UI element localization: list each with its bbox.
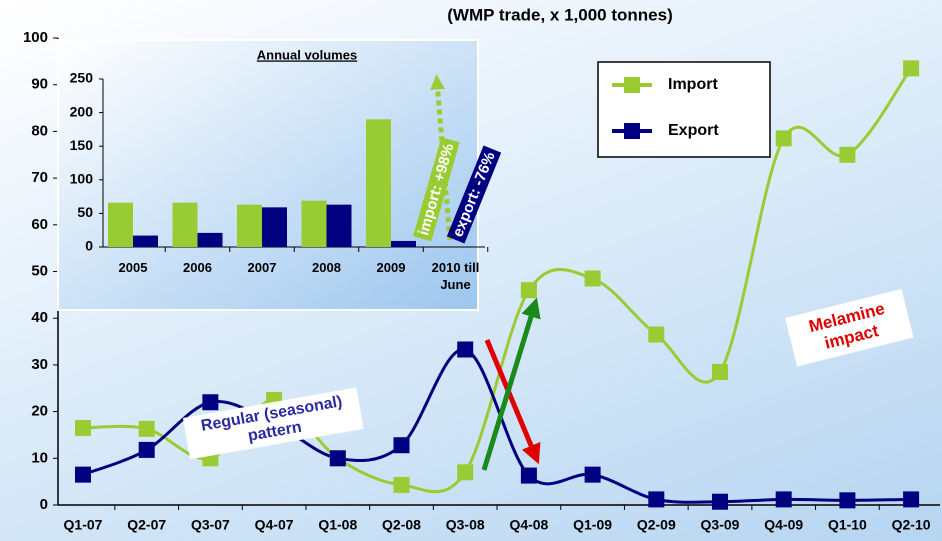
marker	[457, 464, 474, 481]
bar	[391, 240, 416, 247]
bar	[133, 235, 158, 247]
marker	[839, 146, 856, 163]
y-tick-label: 0	[40, 496, 48, 513]
x-tick-label: Q3-08	[446, 517, 485, 533]
x-tick-label: Q2-08	[382, 517, 421, 533]
y-tick-label: 50	[31, 262, 48, 279]
y-tick-label: 40	[31, 309, 48, 326]
marker	[775, 491, 792, 508]
legend-marker	[624, 77, 640, 93]
legend-marker	[624, 123, 640, 139]
marker	[903, 491, 920, 508]
inset-y-tick-label: 0	[85, 238, 93, 254]
marker	[648, 491, 665, 508]
x-tick-label: Q2-09	[637, 517, 676, 533]
inset-x-tick-label: 2010 till June	[431, 260, 480, 292]
x-tick-label: Q4-07	[255, 517, 294, 533]
x-tick-label: Q4-09	[764, 517, 803, 533]
x-tick-label: Q1-08	[318, 517, 357, 533]
marker	[75, 419, 91, 436]
chart-title: (WMP trade, x 1,000 tonnes)	[447, 5, 672, 24]
inset-x-label-box: 2009	[376, 260, 406, 275]
bar	[366, 119, 391, 247]
inset-x-label-box: 2006	[183, 260, 212, 275]
marker	[329, 450, 346, 467]
marker	[648, 326, 665, 343]
x-tick-label: Q1-09	[573, 517, 612, 533]
marker	[393, 476, 410, 493]
marker	[520, 282, 537, 299]
marker	[584, 270, 601, 287]
marker	[775, 130, 792, 147]
y-tick-label: 80	[31, 122, 48, 139]
inset-y-tick-label: 100	[70, 171, 94, 187]
inset-y-tick-label: 150	[70, 137, 94, 153]
inset-x-tick-label: 2007	[247, 260, 277, 275]
legend-label: Export	[668, 122, 719, 139]
bar	[108, 202, 133, 247]
inset-panel	[57, 39, 479, 311]
y-tick-label: 70	[31, 169, 48, 186]
bar	[237, 204, 262, 247]
marker	[75, 466, 91, 483]
y-tick-label: 60	[31, 216, 48, 233]
inset-y-tick-label: 50	[77, 204, 93, 220]
y-tick-label: 100	[23, 29, 48, 46]
marker	[457, 341, 474, 358]
inset-x-label-box: 2005	[118, 260, 148, 275]
inset-title: Annual volumes	[257, 47, 357, 62]
inset-x-tick-label: 2006	[183, 260, 212, 275]
y-tick-label: 20	[31, 403, 48, 420]
bar	[197, 232, 223, 247]
inset-x-tick-label: 2009	[376, 260, 406, 275]
inset-x-tick-label: 2008	[312, 260, 341, 275]
marker	[712, 493, 728, 510]
marker	[393, 437, 410, 454]
x-tick-label: Q2-07	[127, 517, 166, 533]
decrease-arrow	[484, 339, 541, 465]
marker	[138, 441, 155, 458]
inset-y-tick-label: 200	[70, 103, 94, 119]
x-tick-label: Q3-07	[191, 517, 230, 533]
y-tick-label: 30	[31, 356, 48, 373]
inset-x-label-box: 2008	[312, 260, 341, 275]
legend-label: Import	[668, 76, 718, 93]
marker	[712, 363, 728, 380]
inset-x-label-box: 2007	[247, 260, 277, 275]
x-tick-label: Q1-07	[64, 517, 103, 533]
y-tick-label: 90	[31, 76, 48, 93]
marker	[584, 466, 601, 483]
bar	[262, 207, 287, 247]
inset-x-tick-label: 2005	[118, 260, 148, 275]
x-tick-label: Q4-08	[509, 517, 548, 533]
rise-arrow	[481, 297, 541, 471]
bar	[301, 200, 327, 247]
marker	[520, 467, 537, 484]
marker	[138, 420, 155, 437]
inset-x-label-box: 2010 till June	[431, 260, 480, 292]
inset-y-tick-label: 250	[70, 70, 94, 86]
marker	[839, 492, 856, 509]
bar	[172, 202, 198, 247]
x-tick-label: Q3-09	[701, 517, 740, 533]
x-tick-label: Q2-10	[892, 517, 931, 533]
y-tick-label: 10	[31, 449, 48, 466]
marker	[903, 60, 920, 77]
bar	[326, 204, 352, 247]
x-tick-label: Q1-10	[828, 517, 867, 533]
marker	[202, 394, 219, 411]
